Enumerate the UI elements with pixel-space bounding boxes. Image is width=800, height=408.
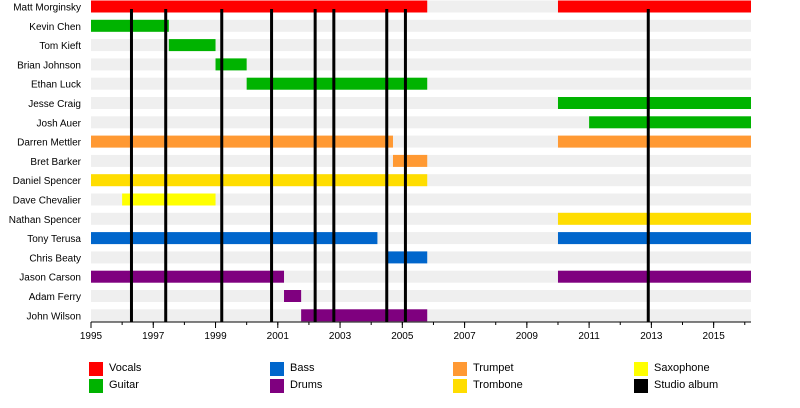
row-stripe [91,116,751,129]
member-bar [557,232,751,245]
member-bar [91,135,393,148]
member-bar [91,19,169,32]
member-bar [557,97,751,109]
member-bars [91,0,751,322]
row-stripe [91,19,751,32]
member-bar [91,270,285,283]
member-name-label: Adam Ferry [29,292,81,303]
member-name-label: Jesse Craig [28,99,81,110]
x-tick-label: 2003 [329,331,352,342]
legend-label: Studio album [654,379,719,391]
member-name-label: Tony Terusa [27,234,81,245]
member-name-label: Bret Barker [30,157,81,168]
x-tick-label: 1997 [142,331,165,342]
legend-label: Drums [290,379,323,391]
legend-label: Trombone [473,379,523,391]
member-bar [557,0,751,13]
legend-label: Trumpet [473,362,514,374]
member-name-label: Ethan Luck [31,80,82,91]
member-labels: Matt Morginsky Kevin Chen Tom Kieft Brian J… [9,3,82,323]
row-stripe [91,39,751,52]
x-tick-label: 2013 [640,331,663,342]
row-stripe [91,290,751,302]
member-bar [589,116,751,129]
member-bar [122,193,216,206]
member-name-label: Matt Morginsky [13,3,81,14]
member-name-label: Kevin Chen [29,22,81,33]
member-bar [91,0,428,13]
member-name-label: Nathan Spencer [9,215,82,226]
legend-label: Saxophone [654,362,710,374]
member-bar [386,251,428,264]
member-name-label: John Wilson [27,311,81,322]
legend-swatch [634,379,648,393]
studio-album-lines [129,9,650,322]
row-stripe [91,193,751,206]
member-bar [392,154,428,167]
member-name-label: Darren Mettler [17,138,82,149]
member-name-label: Tom Kieft [39,41,81,52]
member-bar [557,212,751,225]
legend-swatch [270,362,284,376]
member-bar [557,135,751,148]
x-tick-label: 1995 [80,331,103,342]
legend-swatch [89,379,103,393]
member-name-label: Daniel Spencer [13,176,82,187]
x-tick-label: 2011 [578,331,600,342]
member-bar [91,174,428,187]
legend-label: Vocals [109,362,142,374]
member-bar [215,58,247,71]
member-bar [284,290,302,302]
legend-label: Bass [290,362,315,374]
legend-swatch [270,379,284,393]
member-name-label: Chris Beaty [29,253,81,264]
x-axis: 1995 1997 1999 2001 2003 2005 2007 2009 2011 2013… [80,321,751,342]
member-bar [91,232,378,245]
member-bar [301,309,428,322]
member-name-label: Dave Chevalier [13,196,82,207]
x-tick-label: 2009 [516,331,539,342]
member-name-label: Jason Carson [19,273,81,284]
row-stripe [91,58,751,71]
member-bar [246,77,428,90]
member-name-label: Josh Auer [37,118,82,129]
legend: Vocals Guitar Bass Drums Trumpet Trombone Saxo… [0,360,800,400]
legend-swatch [453,379,467,393]
member-name-label: Brian Johnson [17,60,81,71]
x-tick-label: 2005 [391,331,414,342]
legend-swatch [634,362,648,376]
legend-swatch [89,362,103,376]
member-bar [557,270,751,283]
timeline-chart: 1995 1997 1999 2001 2003 2005 2007 2009 2011 2013… [9,0,751,342]
x-tick-label: 2007 [453,331,476,342]
legend-label: Guitar [109,379,139,391]
member-bar [168,39,216,52]
legend-swatch [453,362,467,376]
x-tick-label: 1999 [204,331,227,342]
x-tick-label: 2015 [703,331,726,342]
x-tick-label: 2001 [267,331,290,342]
